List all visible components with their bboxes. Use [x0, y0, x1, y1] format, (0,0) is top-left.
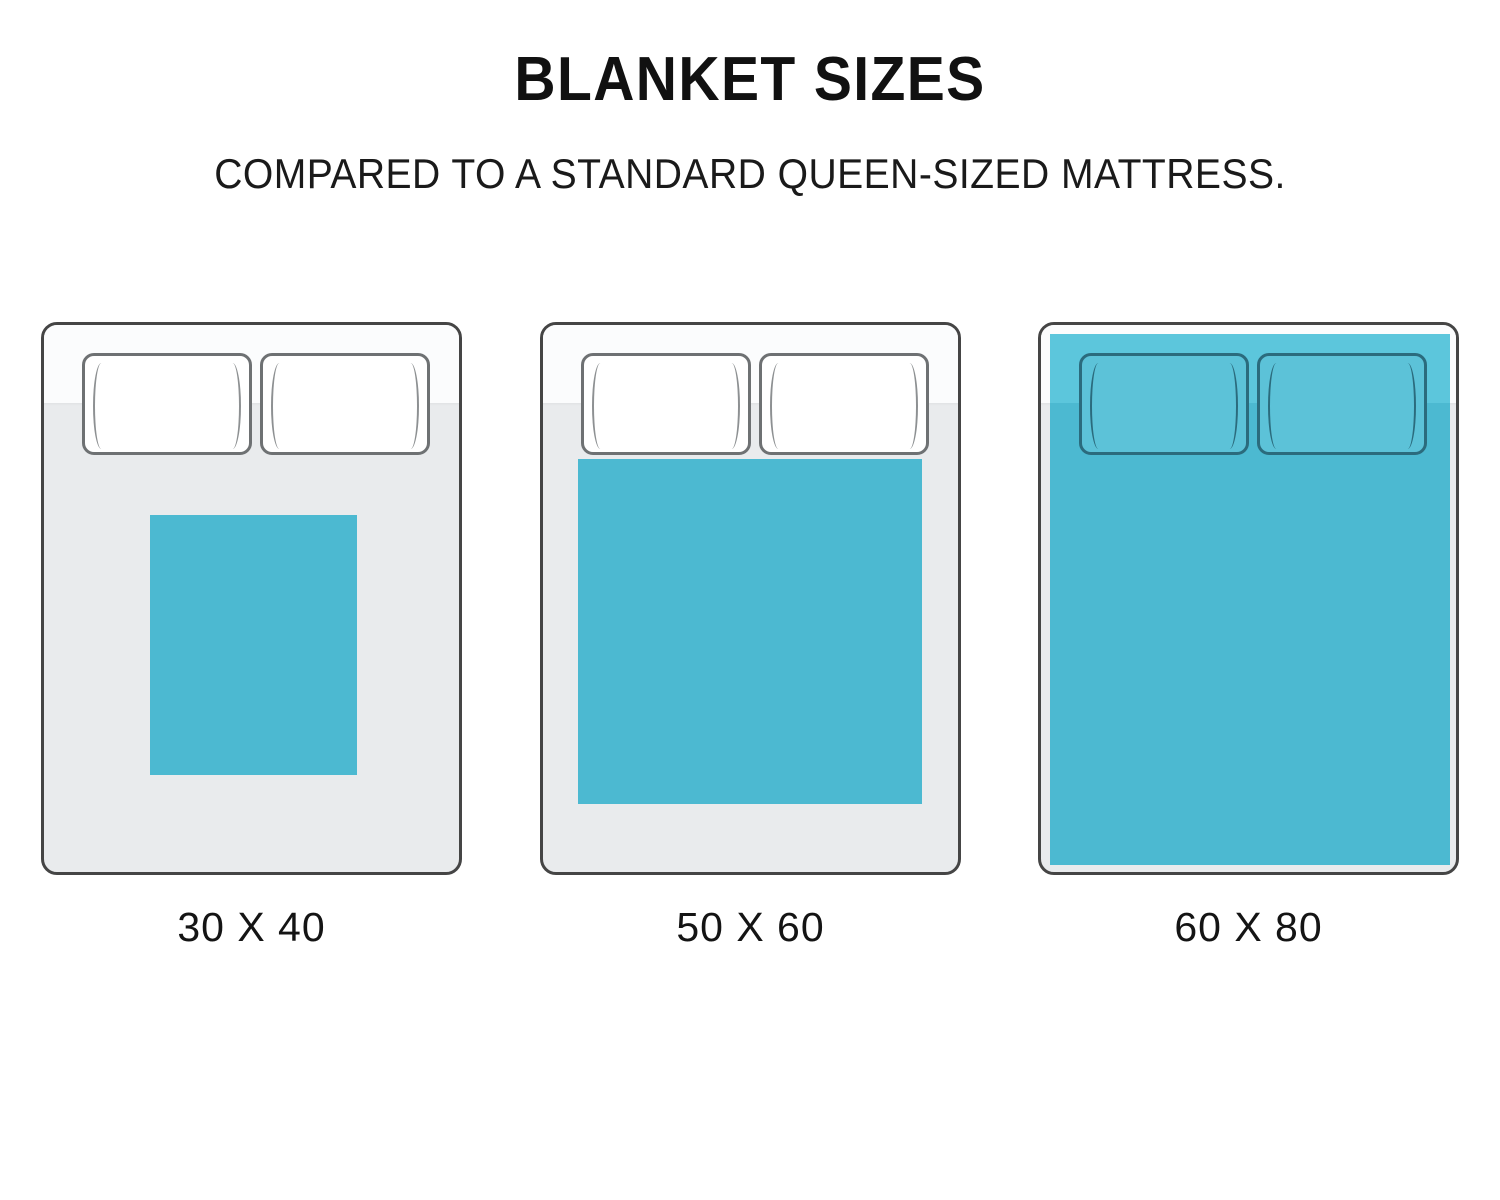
pillow-crease-left-icon	[770, 363, 784, 449]
bed-size-label: 50 X 60	[676, 904, 825, 950]
page-subtitle: COMPARED TO A STANDARD QUEEN-SIZED MATTR…	[214, 150, 1286, 197]
bed-comparison-row: 30 X 40 50 X 60	[0, 322, 1500, 962]
pillow-crease-left-icon	[93, 363, 107, 449]
bed-size-label: 30 X 40	[177, 904, 326, 950]
mattress	[41, 322, 462, 875]
mattress	[1038, 322, 1459, 875]
pillow-crease-right-icon	[904, 363, 918, 449]
pillow-right	[759, 353, 929, 455]
pillow-left	[82, 353, 252, 455]
pillow-right	[1257, 353, 1427, 455]
pillow-left	[581, 353, 751, 455]
blanket-overlay	[578, 459, 922, 804]
bed-size-label: 60 X 80	[1174, 904, 1323, 950]
mattress	[540, 322, 961, 875]
pillow-right	[260, 353, 430, 455]
pillow-crease-left-icon	[592, 363, 606, 449]
pillow-crease-right-icon	[726, 363, 740, 449]
pillow-left	[1079, 353, 1249, 455]
bed-diagram-60x80: 60 X 80	[1038, 322, 1459, 962]
pillow-crease-left-icon	[1268, 363, 1282, 449]
pillow-crease-left-icon	[271, 363, 285, 449]
bed-diagram-50x60: 50 X 60	[540, 322, 961, 962]
pillow-crease-left-icon	[1090, 363, 1104, 449]
blanket-overlay	[150, 515, 357, 775]
pillow-crease-right-icon	[1224, 363, 1238, 449]
pillow-crease-right-icon	[1402, 363, 1416, 449]
page-title: BLANKET SIZES	[514, 45, 986, 114]
bed-diagram-30x40: 30 X 40	[41, 322, 462, 962]
pillow-crease-right-icon	[227, 363, 241, 449]
pillow-crease-right-icon	[405, 363, 419, 449]
